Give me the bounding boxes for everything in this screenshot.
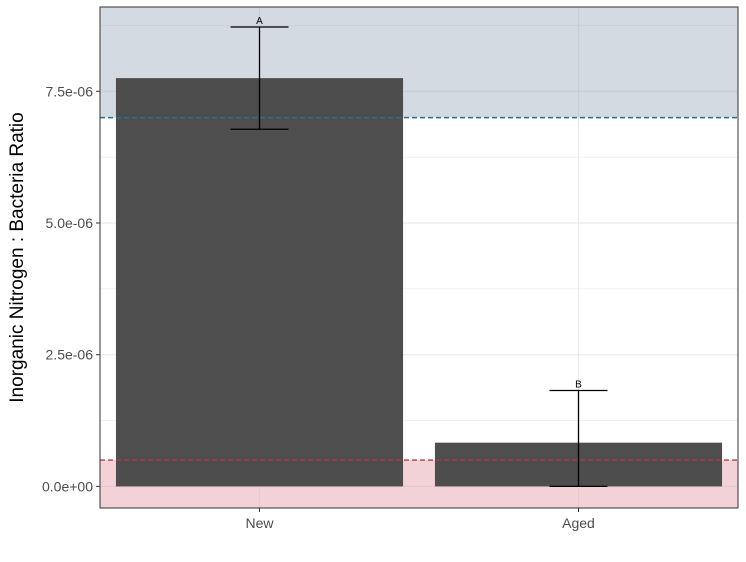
error-bars: [230, 26, 608, 488]
x-tick-label: Aged: [562, 515, 595, 531]
panel-border: [99, 6, 739, 509]
y-tick-label: 0.0e+00: [42, 478, 93, 494]
x-tick-label: New: [245, 515, 274, 531]
y-axis: 0.0e+00 2.5e-06 5.0e-06 7.5e-06: [42, 83, 100, 494]
significance-label: B: [575, 380, 582, 391]
y-tick-label: 7.5e-06: [46, 83, 94, 99]
x-axis: New Aged: [245, 508, 595, 531]
y-tick-label: 5.0e-06: [46, 215, 94, 231]
y-axis-title: Inorganic Nitrogen : Bacteria Ratio: [7, 112, 28, 402]
y-tick-label: 2.5e-06: [46, 347, 94, 363]
bars: [115, 78, 723, 487]
reference-lines: [100, 116, 738, 461]
significance-label: A: [256, 16, 263, 27]
significance-labels: AB: [256, 16, 582, 391]
error-bar-new: [230, 26, 289, 130]
error-bar-aged: [549, 389, 608, 488]
bar-new: [115, 78, 404, 487]
